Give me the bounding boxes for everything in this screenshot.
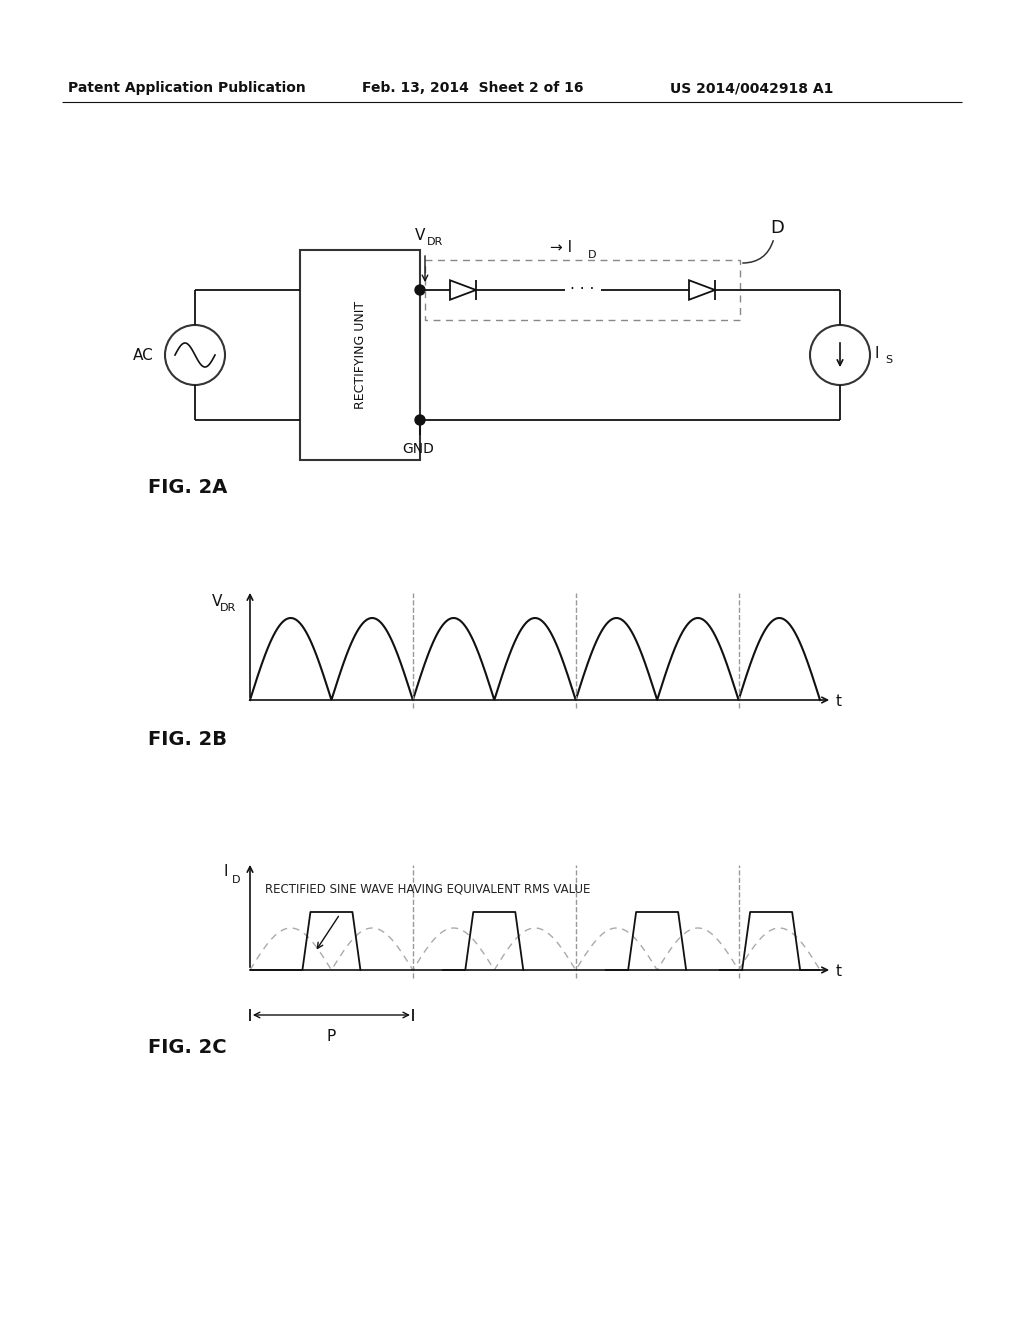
Text: t: t bbox=[836, 965, 842, 979]
Text: US 2014/0042918 A1: US 2014/0042918 A1 bbox=[670, 81, 834, 95]
Text: RECTIFIED SINE WAVE HAVING EQUIVALENT RMS VALUE: RECTIFIED SINE WAVE HAVING EQUIVALENT RM… bbox=[265, 882, 591, 895]
Circle shape bbox=[415, 285, 425, 294]
Text: I: I bbox=[874, 346, 880, 360]
Text: D: D bbox=[770, 219, 784, 238]
Text: V: V bbox=[212, 594, 222, 610]
Text: D: D bbox=[588, 249, 597, 260]
Text: RECTIFYING UNIT: RECTIFYING UNIT bbox=[353, 301, 367, 409]
Text: FIG. 2A: FIG. 2A bbox=[148, 478, 227, 498]
Text: FIG. 2C: FIG. 2C bbox=[148, 1038, 226, 1057]
Text: Patent Application Publication: Patent Application Publication bbox=[68, 81, 306, 95]
Text: → I: → I bbox=[550, 240, 572, 256]
Text: · · ·: · · · bbox=[570, 282, 595, 297]
Text: P: P bbox=[327, 1030, 336, 1044]
Text: Feb. 13, 2014  Sheet 2 of 16: Feb. 13, 2014 Sheet 2 of 16 bbox=[362, 81, 584, 95]
Text: S: S bbox=[885, 355, 892, 366]
Text: V: V bbox=[415, 227, 425, 243]
Text: DR: DR bbox=[427, 238, 443, 247]
Text: GND: GND bbox=[402, 442, 434, 455]
Bar bbox=[300, 249, 420, 459]
Text: D: D bbox=[231, 875, 240, 884]
Bar bbox=[425, 260, 740, 319]
Text: t: t bbox=[836, 694, 842, 710]
Text: AC: AC bbox=[133, 347, 154, 363]
Text: DR: DR bbox=[220, 603, 236, 612]
Text: I: I bbox=[223, 865, 228, 879]
Text: FIG. 2B: FIG. 2B bbox=[148, 730, 227, 748]
Circle shape bbox=[415, 414, 425, 425]
